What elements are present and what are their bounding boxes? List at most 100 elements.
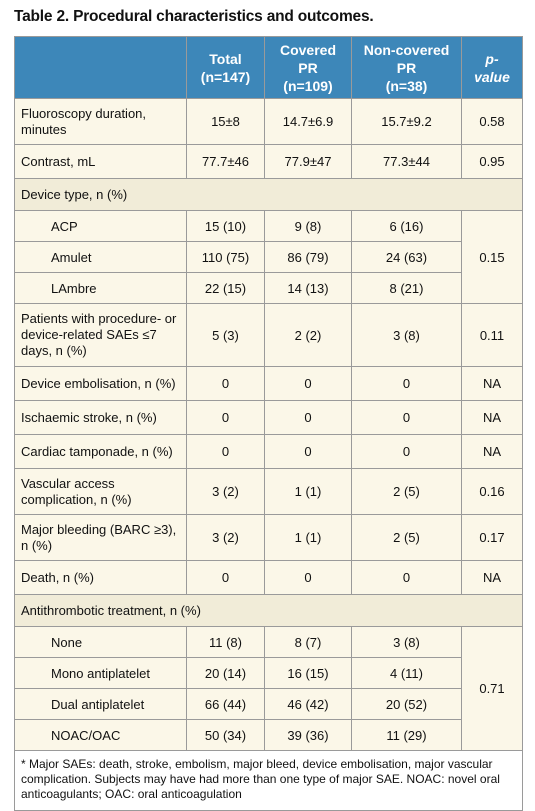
cell-total: 3 (2) [186,468,265,515]
cell-total: 5 (3) [186,303,265,367]
cell-noncovered: 8 (21) [351,272,462,304]
row-label: Vascular access complication, n (%) [14,468,187,515]
footnote: * Major SAEs: death, stroke, embolism, m… [14,750,523,811]
table-title: Table 2. Procedural characteristics and … [14,8,374,25]
cell-covered: 9 (8) [264,210,352,242]
cell-pvalue: 0.95 [461,144,523,179]
table-row: NOAC/OAC 50 (34) 39 (36) 11 (29) [14,719,523,751]
cell-total: 15±8 [186,98,265,145]
row-label: Death, n (%) [14,560,187,595]
row-label: NOAC/OAC [14,719,187,751]
cell-noncovered: 0 [351,434,462,469]
cell-noncovered: 3 (8) [351,303,462,367]
cell-pvalue: 0.58 [461,98,523,145]
cell-covered: 8 (7) [264,626,352,658]
table-row: Mono antiplatelet 20 (14) 16 (15) 4 (11) [14,657,523,689]
cell-noncovered: 15.7±9.2 [351,98,462,145]
table-row: None 11 (8) 8 (7) 3 (8) 0.71 [14,626,523,751]
header-pvalue: p-value [461,36,523,99]
cell-total: 0 [186,400,265,435]
cell-pvalue: 0.11 [461,303,523,367]
cell-total: 0 [186,560,265,595]
cell-covered: 0 [264,560,352,595]
outcomes-table: Total (n=147) Covered PR (n=109) Non-cover… [14,36,523,811]
cell-covered: 1 (1) [264,468,352,515]
row-label: Amulet [14,241,187,273]
row-label: Fluoroscopy duration, minutes [14,98,187,145]
header-row: Total (n=147) Covered PR (n=109) Non-cover… [14,36,523,99]
header-blank [14,36,187,99]
cell-pvalue: NA [461,366,523,401]
section-row: Device type, n (%) [14,178,523,211]
cell-covered: 0 [264,400,352,435]
table-row: Cardiac tamponade, n (%) 0 0 0 NA [14,434,523,469]
cell-pvalue: 0.16 [461,468,523,515]
row-label: Device embolisation, n (%) [14,366,187,401]
cell-noncovered: 2 (5) [351,514,462,561]
cell-total: 3 (2) [186,514,265,561]
cell-noncovered: 2 (5) [351,468,462,515]
row-label: Contrast, mL [14,144,187,179]
cell-noncovered: 24 (63) [351,241,462,273]
cell-total: 77.7±46 [186,144,265,179]
row-label: Cardiac tamponade, n (%) [14,434,187,469]
section-label: Device type, n (%) [14,178,523,211]
cell-covered: 1 (1) [264,514,352,561]
cell-total: 0 [186,366,265,401]
cell-total: 110 (75) [186,241,265,273]
cell-total: 15 (10) [186,210,265,242]
row-label: None [14,626,187,658]
cell-total: 22 (15) [186,272,265,304]
cell-covered: 16 (15) [264,657,352,689]
header-noncovered: Non-covered PR (n=38) [351,36,462,99]
cell-covered: 0 [264,366,352,401]
cell-covered: 0 [264,434,352,469]
cell-pvalue-device: 0.15 [461,210,523,304]
cell-pvalue-antithrombotic: 0.71 [461,626,523,751]
table-row: Amulet 110 (75) 86 (79) 24 (63) [14,241,523,273]
cell-total: 50 (34) [186,719,265,751]
cell-covered: 86 (79) [264,241,352,273]
cell-covered: 14.7±6.9 [264,98,352,145]
row-label: Mono antiplatelet [14,657,187,689]
section-label: Antithrombotic treatment, n (%) [14,594,523,627]
header-covered: Covered PR (n=109) [264,36,352,99]
cell-noncovered: 3 (8) [351,626,462,658]
cell-covered: 14 (13) [264,272,352,304]
row-label: Dual antiplatelet [14,688,187,720]
table-row: Ischaemic stroke, n (%) 0 0 0 NA [14,400,523,435]
header-total: Total (n=147) [186,36,265,99]
cell-pvalue: NA [461,400,523,435]
cell-noncovered: 0 [351,400,462,435]
cell-pvalue: 0.17 [461,514,523,561]
cell-noncovered: 20 (52) [351,688,462,720]
table-row: Major bleeding (BARC ≥3), n (%) 3 (2) 1 … [14,514,523,561]
row-label: Major bleeding (BARC ≥3), n (%) [14,514,187,561]
table-row: ACP 15 (10) 9 (8) 6 (16) 0.15 [14,210,523,304]
row-label: Ischaemic stroke, n (%) [14,400,187,435]
cell-noncovered: 11 (29) [351,719,462,751]
table-row: Fluoroscopy duration, minutes 15±8 14.7±… [14,98,523,145]
cell-total: 66 (44) [186,688,265,720]
cell-total: 11 (8) [186,626,265,658]
table-row: Death, n (%) 0 0 0 NA [14,560,523,595]
table-row: Device embolisation, n (%) 0 0 0 NA [14,366,523,401]
table-row: Vascular access complication, n (%) 3 (2… [14,468,523,515]
table-row: Dual antiplatelet 66 (44) 46 (42) 20 (52… [14,688,523,720]
table-row: LAmbre 22 (15) 14 (13) 8 (21) [14,272,523,304]
section-row: Antithrombotic treatment, n (%) [14,594,523,627]
cell-total: 0 [186,434,265,469]
cell-pvalue: NA [461,560,523,595]
row-label: Patients with procedure- or device-relat… [14,303,187,367]
cell-noncovered: 0 [351,560,462,595]
cell-covered: 2 (2) [264,303,352,367]
row-label: LAmbre [14,272,187,304]
cell-noncovered: 4 (11) [351,657,462,689]
cell-pvalue: NA [461,434,523,469]
table-row: Patients with procedure- or device-relat… [14,303,523,367]
cell-noncovered: 6 (16) [351,210,462,242]
table-row: Contrast, mL 77.7±46 77.9±47 77.3±44 0.9… [14,144,523,179]
cell-covered: 39 (36) [264,719,352,751]
cell-noncovered: 0 [351,366,462,401]
cell-total: 20 (14) [186,657,265,689]
